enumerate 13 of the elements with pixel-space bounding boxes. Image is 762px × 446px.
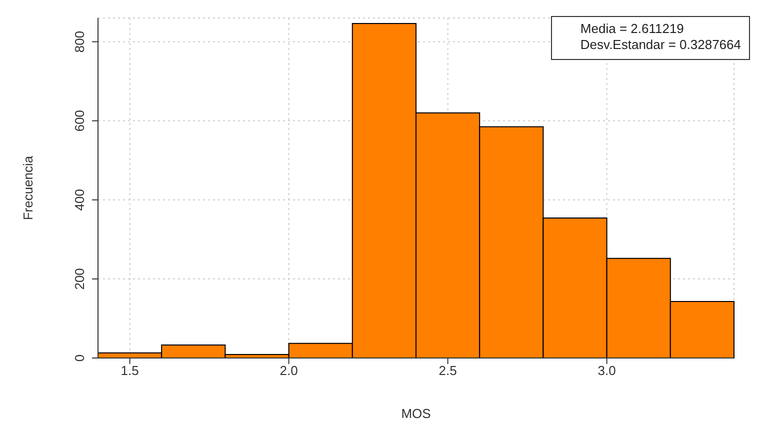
annotation: Desv.Estandar = 0.3287664 bbox=[580, 37, 741, 53]
y-tick-label: 600 bbox=[72, 110, 87, 132]
x-axis-title: MOS bbox=[401, 406, 432, 421]
y-tick-label: 400 bbox=[72, 189, 87, 211]
x-tick-label: 3.0 bbox=[598, 363, 616, 378]
x-tick-label: 1.5 bbox=[120, 363, 139, 378]
y-axis-title: Frecuencia bbox=[20, 155, 36, 220]
y-tick-label: 200 bbox=[72, 268, 87, 290]
x-tick-label: 2.0 bbox=[280, 363, 298, 378]
annotation: Media = 2.611219 bbox=[580, 21, 685, 37]
x-tick-label: 2.5 bbox=[438, 363, 457, 378]
y-tick-label: 800 bbox=[72, 30, 87, 53]
y-tick-label: 0 bbox=[72, 354, 87, 362]
